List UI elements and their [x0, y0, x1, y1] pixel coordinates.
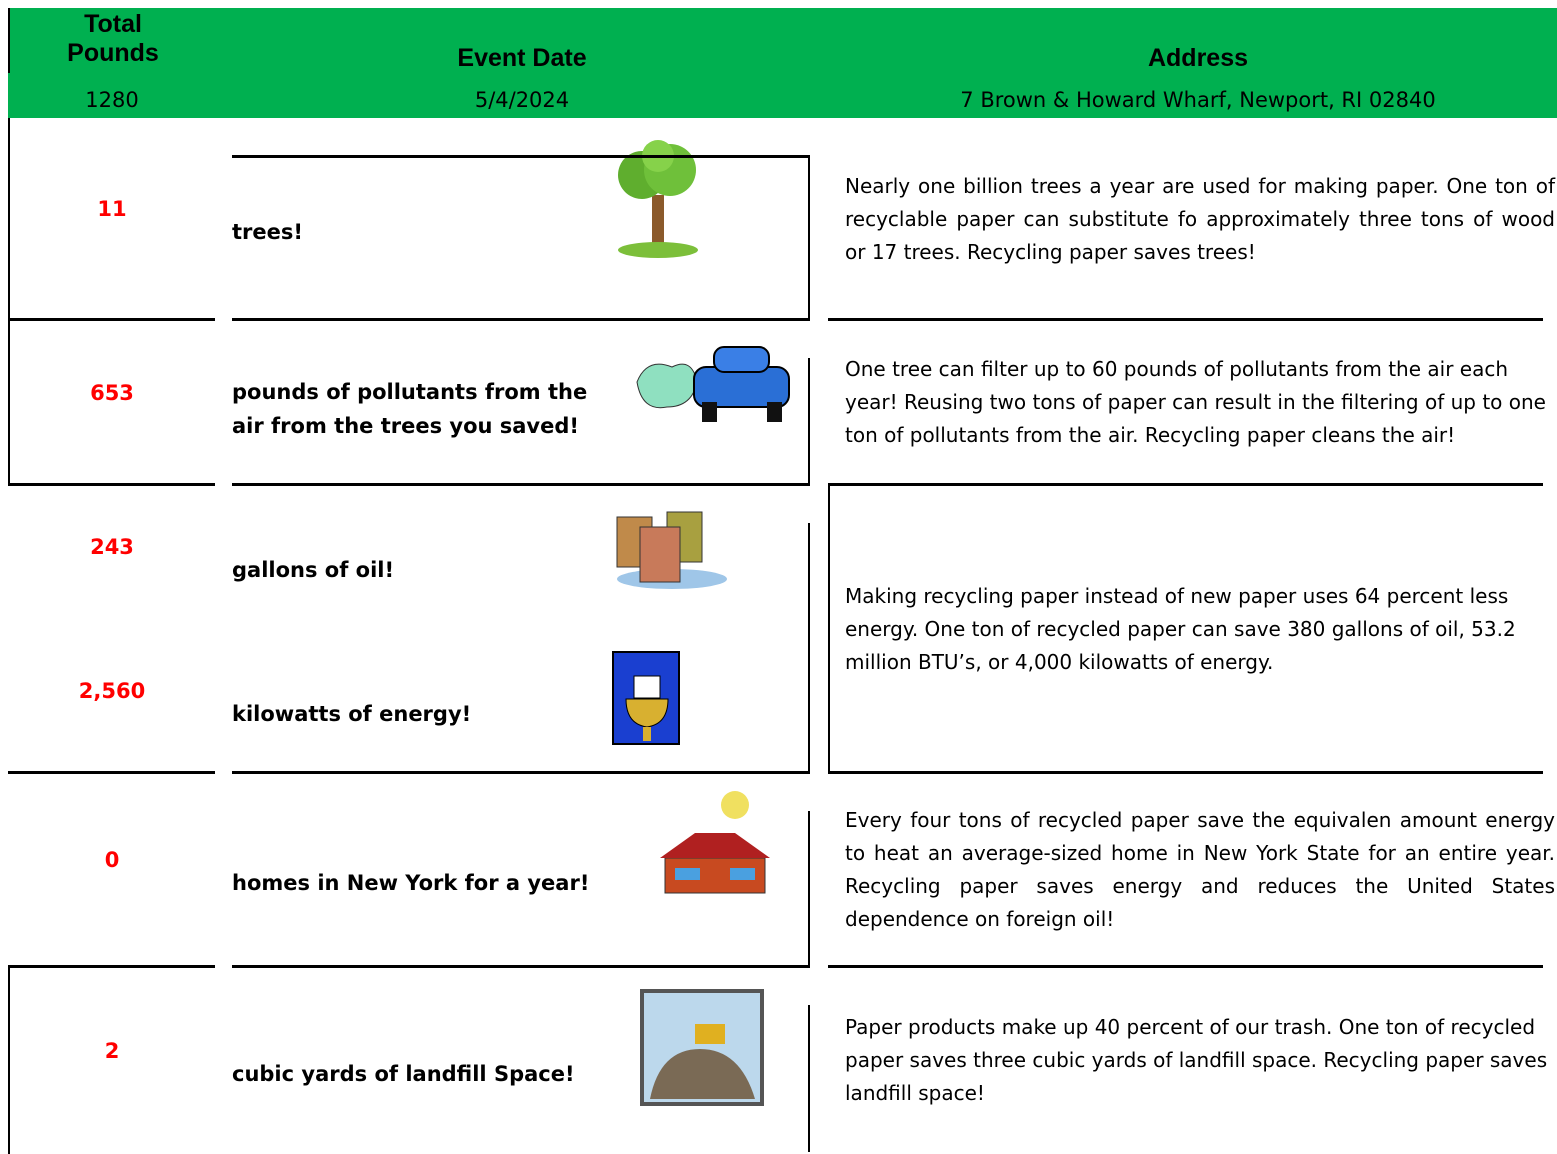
border [8, 320, 10, 485]
event-date: 5/4/2024 [474, 88, 570, 112]
description: Every four tons of recycled paper save t… [845, 808, 1555, 931]
description: One tree can filter up to 60 pounds of p… [845, 357, 1546, 447]
border [8, 118, 10, 320]
description: Making recycling paper instead of new pa… [845, 583, 1516, 674]
row-border [828, 483, 1543, 486]
icon [612, 507, 732, 596]
border [808, 358, 810, 483]
item-label: gallons of oil! [232, 558, 395, 582]
row-border [828, 771, 1543, 774]
row-border [232, 483, 810, 486]
column-header: Event Date [457, 44, 587, 72]
row-border [8, 483, 215, 486]
column-header: Total Pounds [67, 10, 159, 67]
icon [612, 651, 682, 750]
border [8, 967, 10, 1154]
border [808, 811, 810, 965]
amount: 11 [97, 197, 127, 221]
row-border [828, 965, 1543, 968]
icon [640, 989, 765, 1111]
amount: 2,560 [78, 679, 146, 703]
icon [632, 342, 792, 431]
total-pounds: 1280 [85, 88, 139, 112]
border [828, 485, 830, 773]
row-border [232, 771, 810, 774]
icon [612, 140, 702, 264]
column-header: Address [1147, 44, 1249, 72]
header-band: Total Pounds Event Date Address 1280 5/4… [8, 8, 1557, 118]
row-border [8, 771, 215, 774]
description: Paper products make up 40 percent of our… [845, 1015, 1548, 1105]
row-border [828, 318, 1543, 321]
amount: 653 [90, 380, 134, 405]
item-label: cubic yards of landfill Space! [232, 1061, 575, 1086]
border [808, 523, 810, 771]
border [808, 156, 810, 318]
description: Nearly one billion trees a year are used… [845, 173, 1555, 264]
item-label: kilowatts of energy! [232, 702, 472, 726]
row-border [8, 965, 215, 968]
address: 7 Brown & Howard Wharf, Newport, RI 0284… [960, 88, 1436, 112]
border [808, 1005, 810, 1152]
item-label: homes in New York for a year! [232, 871, 590, 895]
item-label: pounds of pollutants from the air from t… [232, 379, 588, 438]
item-label: trees! [232, 220, 303, 244]
label-box-top [232, 155, 810, 158]
amount: 243 [90, 535, 134, 559]
icon [655, 783, 775, 902]
row-border [8, 318, 215, 321]
amount: 0 [104, 848, 120, 872]
border [8, 8, 10, 73]
row-border [232, 965, 810, 968]
amount: 2 [104, 1038, 120, 1063]
row-border [232, 318, 810, 321]
